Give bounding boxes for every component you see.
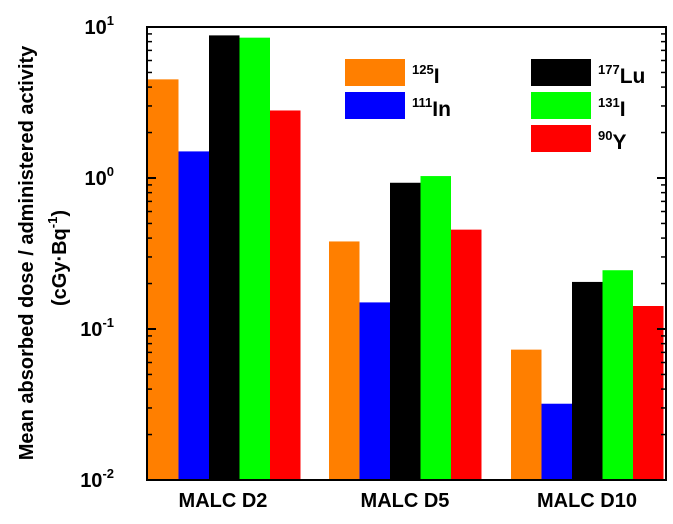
bar-malc-d10-131i — [602, 270, 633, 480]
legend-label-111in: 111In — [412, 95, 451, 121]
bar-malc-d5-131i — [420, 176, 451, 480]
legend-label-177lu: 177Lu — [598, 62, 645, 88]
legend-label-90y: 90Y — [598, 128, 626, 154]
y-axis-title-line2: (cGy·Bq-1) — [45, 210, 71, 306]
legend-swatch-177lu — [531, 59, 591, 86]
y-axis-title-line1: Mean absorbed dose / administered activi… — [16, 45, 38, 460]
bar-malc-d2-125i — [148, 79, 179, 480]
plot-frame — [146, 26, 667, 481]
y-tick-label: 10-2 — [80, 466, 114, 492]
bar-malc-d5-125i — [329, 241, 360, 480]
y-tick-label: 100 — [85, 164, 114, 190]
legend-swatch-131i — [531, 92, 591, 119]
legend-swatch-90y — [531, 125, 591, 152]
bar-malc-d10-125i — [511, 349, 542, 480]
y-tick-label: 10-1 — [80, 315, 114, 341]
y-axis-title: Mean absorbed dose / administered activi… — [16, 45, 71, 460]
y-tick-labels: 101 100 10-1 10-2 — [80, 13, 114, 492]
bar-malc-d5-177lu — [390, 182, 421, 480]
x-tick-labels: MALC D2 MALC D5 MALC D10 — [179, 490, 637, 512]
bar-malc-d2-177lu — [209, 35, 240, 480]
bar-malc-d2-90y — [270, 110, 301, 481]
bar-malc-d10-111in — [541, 403, 572, 480]
bars-group — [148, 35, 664, 481]
x-tick-label: MALC D2 — [179, 490, 268, 512]
bar-malc-d5-111in — [359, 302, 390, 480]
bar-malc-d10-90y — [633, 306, 664, 480]
legend: 125I 111In 177Lu 131I 90Y — [345, 59, 645, 154]
legend-swatch-125i — [345, 59, 405, 86]
bar-malc-d10-177lu — [572, 281, 603, 480]
y-ticks — [147, 26, 666, 481]
bar-malc-d2-111in — [178, 151, 209, 480]
legend-label-125i: 125I — [412, 62, 440, 88]
legend-swatch-111in — [345, 92, 405, 119]
bar-malc-d2-131i — [239, 37, 270, 480]
x-tick-label: MALC D5 — [361, 490, 450, 512]
x-tick-label: MALC D10 — [537, 490, 637, 512]
legend-label-131i: 131I — [598, 95, 626, 121]
y-tick-label: 101 — [85, 13, 114, 39]
bar-malc-d5-90y — [451, 229, 482, 480]
